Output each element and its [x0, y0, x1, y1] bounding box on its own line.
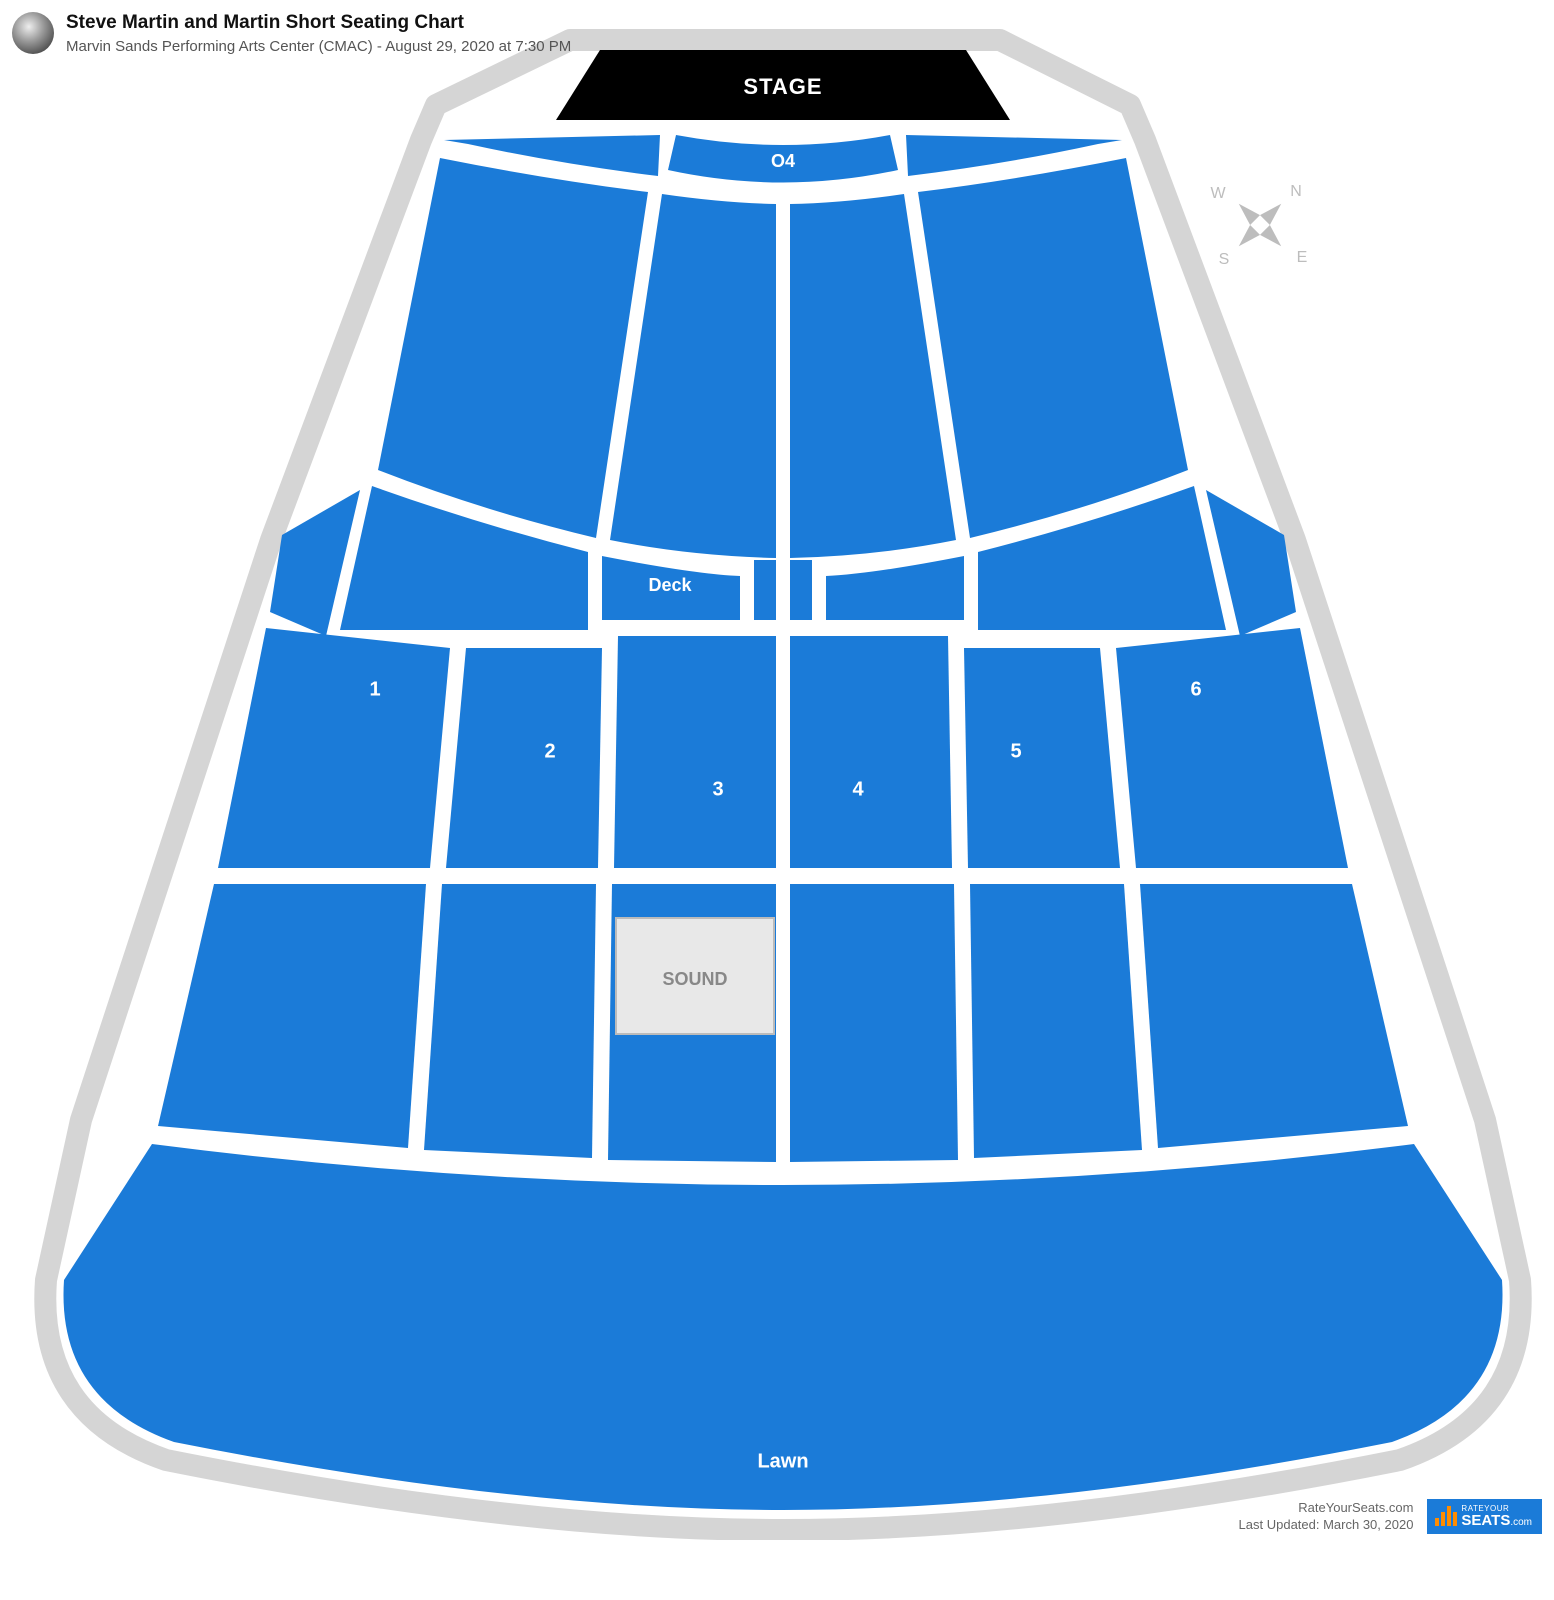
section-lawn[interactable] — [63, 1144, 1502, 1510]
compass-e: E — [1297, 249, 1308, 266]
page-subtitle: Marvin Sands Performing Arts Center (CMA… — [66, 38, 571, 55]
logo-bars-icon — [1435, 1506, 1457, 1526]
compass-s: S — [1219, 251, 1230, 268]
logo-big: SEATS — [1461, 1512, 1510, 1529]
section-back-4[interactable] — [790, 884, 958, 1162]
deck-center-l[interactable] — [754, 560, 776, 620]
seating-chart: STAGE O4 Deck 1 2 — [0, 0, 1554, 1540]
seating-svg: STAGE O4 Deck 1 2 — [0, 0, 1554, 1540]
stage-label: STAGE — [743, 74, 822, 99]
footer-updated: Last Updated: March 30, 2020 — [1239, 1516, 1414, 1534]
compass-n: N — [1290, 183, 1302, 200]
page-title: Steve Martin and Martin Short Seating Ch… — [66, 12, 571, 34]
section-5[interactable] — [964, 648, 1120, 868]
logo-suffix: .com — [1510, 1517, 1532, 1528]
footer-site: RateYourSeats.com — [1239, 1499, 1414, 1517]
page-header: Steve Martin and Martin Short Seating Ch… — [12, 12, 571, 55]
section-2[interactable] — [446, 648, 602, 868]
sound-label: SOUND — [662, 969, 727, 989]
section-back-5[interactable] — [970, 884, 1142, 1158]
footer: RateYourSeats.com Last Updated: March 30… — [1239, 1499, 1542, 1534]
compass-w: W — [1210, 185, 1226, 202]
footer-logo: RATEYOUR SEATS.com — [1427, 1499, 1542, 1534]
section-3[interactable] — [614, 636, 776, 868]
section-4[interactable] — [790, 636, 952, 868]
deck-center-r[interactable] — [790, 560, 812, 620]
section-back-2[interactable] — [424, 884, 596, 1158]
event-avatar — [12, 12, 54, 54]
